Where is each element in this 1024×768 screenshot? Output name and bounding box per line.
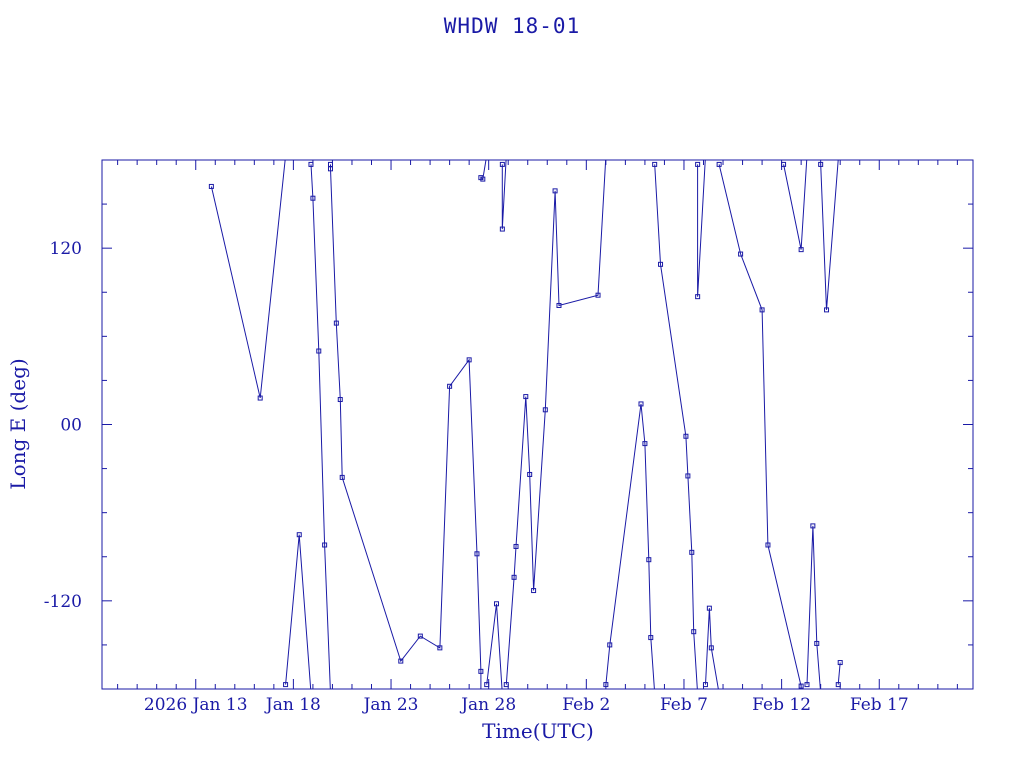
x-tick-label: 2026 Jan 13: [144, 695, 248, 715]
data-point: [810, 523, 816, 529]
data-point: [296, 532, 302, 538]
data-point: [398, 658, 404, 664]
data-point: [417, 633, 423, 639]
data-point: [798, 683, 804, 689]
data-point: [683, 433, 689, 439]
x-tick-label: Feb 7: [660, 695, 708, 715]
data-point: [466, 357, 472, 363]
data-point: [759, 307, 765, 313]
series-line: [501, 160, 507, 230]
data-point: [316, 348, 322, 354]
series-line: [806, 525, 821, 689]
data-point: [798, 247, 804, 253]
series-line: [654, 164, 698, 689]
series-line: [486, 603, 503, 689]
x-tick-label: Feb 2: [562, 695, 610, 715]
data-point: [527, 471, 533, 477]
data-point: [781, 161, 787, 167]
x-axis-label: Time(UTC): [482, 719, 594, 743]
data-point: [339, 474, 345, 480]
data-point: [531, 588, 537, 594]
data-point: [499, 226, 505, 232]
data-point: [818, 161, 824, 167]
data-point: [648, 635, 654, 641]
axes-group: 2026 Jan 13 Jan 18 Jan 23 Jan 28 Feb 2 Feb 7 F…: [44, 159, 974, 715]
data-point: [478, 668, 484, 674]
data-point: [308, 161, 314, 167]
data-point: [824, 307, 830, 313]
data-point: [804, 682, 810, 688]
data-point: [283, 682, 289, 688]
data-point: [322, 542, 328, 548]
x-tick-label: Feb 12: [752, 695, 811, 715]
data-point: [542, 407, 548, 413]
data-point: [646, 557, 652, 563]
chart-title: WHDW 18-01: [443, 14, 581, 38]
series-line: [783, 160, 808, 250]
data-point: [484, 682, 490, 688]
y-tick-label: 00: [60, 416, 82, 436]
y-axis-label: Long E (deg): [6, 358, 30, 490]
x-tick-label: Jan 28: [459, 695, 516, 715]
y-tick-label: 120: [50, 239, 82, 259]
plot-frame: [101, 159, 974, 690]
data-point: [480, 176, 486, 182]
data-point: [638, 401, 644, 407]
series-line: [718, 164, 802, 687]
data-point: [499, 161, 505, 167]
data-point: [333, 320, 339, 326]
series-line: [820, 160, 839, 310]
series-line: [705, 608, 719, 689]
data-point: [738, 251, 744, 257]
series-line: [605, 403, 655, 689]
data-point: [327, 166, 333, 172]
series-line: [285, 534, 312, 689]
data-point: [652, 161, 658, 167]
data-point: [437, 645, 443, 651]
data-point: [765, 542, 771, 548]
data-point: [552, 188, 558, 194]
data-point: [702, 682, 708, 688]
data-point: [685, 473, 691, 479]
data-point: [695, 161, 701, 167]
data-point: [642, 441, 648, 447]
data-point: [511, 574, 517, 580]
x-tick-label: Jan 23: [362, 695, 419, 715]
data-point: [493, 601, 499, 607]
series-line: [210, 160, 286, 399]
data-point: [556, 302, 562, 308]
data-point: [474, 551, 480, 557]
data-point: [708, 645, 714, 651]
data-point: [695, 294, 701, 300]
data-point: [513, 543, 519, 549]
data-point: [337, 397, 343, 403]
data-point: [835, 682, 841, 688]
data-point: [706, 605, 712, 611]
data-point: [310, 195, 316, 201]
data-point: [208, 183, 214, 189]
x-tick-label: Jan 18: [264, 695, 321, 715]
data-point: [257, 395, 263, 401]
data-point: [691, 629, 697, 635]
data-point: [447, 383, 453, 389]
series-line: [697, 160, 706, 297]
data-point: [503, 682, 509, 688]
data-point: [689, 549, 695, 555]
data-point: [837, 660, 843, 666]
y-tick-label: -120: [44, 592, 82, 612]
data-point: [595, 292, 601, 298]
data-point: [814, 640, 820, 646]
series-line: [310, 164, 331, 689]
data-point: [716, 161, 722, 167]
data-point: [607, 642, 613, 648]
series-line: [330, 164, 482, 689]
series-group: [208, 160, 843, 689]
series-line: [505, 160, 607, 685]
series-line: [837, 662, 841, 685]
x-tick-label: Feb 17: [850, 695, 909, 715]
data-point: [523, 394, 529, 400]
data-point: [603, 682, 609, 688]
data-point: [658, 261, 664, 267]
